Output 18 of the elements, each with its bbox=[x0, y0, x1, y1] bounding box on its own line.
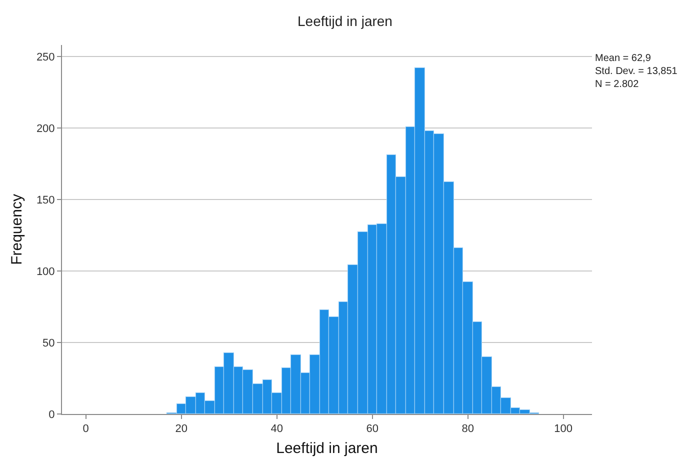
x-tick-label: 40 bbox=[270, 423, 283, 436]
x-tick-label: 100 bbox=[554, 423, 573, 436]
text: Mean = 62,9 bbox=[595, 53, 652, 64]
y-tick-label: 150 bbox=[36, 194, 55, 206]
x-tick-label: 60 bbox=[366, 423, 378, 436]
y-tick-label: 200 bbox=[36, 122, 55, 135]
x-axis-title: Leeftijd in jaren bbox=[276, 440, 378, 458]
text: Std. Dev. = 13,851 bbox=[595, 66, 678, 77]
y-tick-label: 0 bbox=[48, 408, 55, 421]
x-tick-label: 20 bbox=[175, 423, 188, 436]
text: N = 2.802 bbox=[595, 79, 640, 90]
y-axis-title: Frequency bbox=[8, 194, 26, 265]
y-tick-label: 100 bbox=[36, 266, 55, 278]
x-tick-label: 80 bbox=[462, 423, 474, 436]
y-tick-label: 50 bbox=[42, 337, 55, 350]
x-tick-label: 0 bbox=[82, 423, 89, 436]
y-tick-label: 250 bbox=[36, 51, 55, 64]
chart-title: Leeftijd in jaren bbox=[298, 13, 392, 30]
